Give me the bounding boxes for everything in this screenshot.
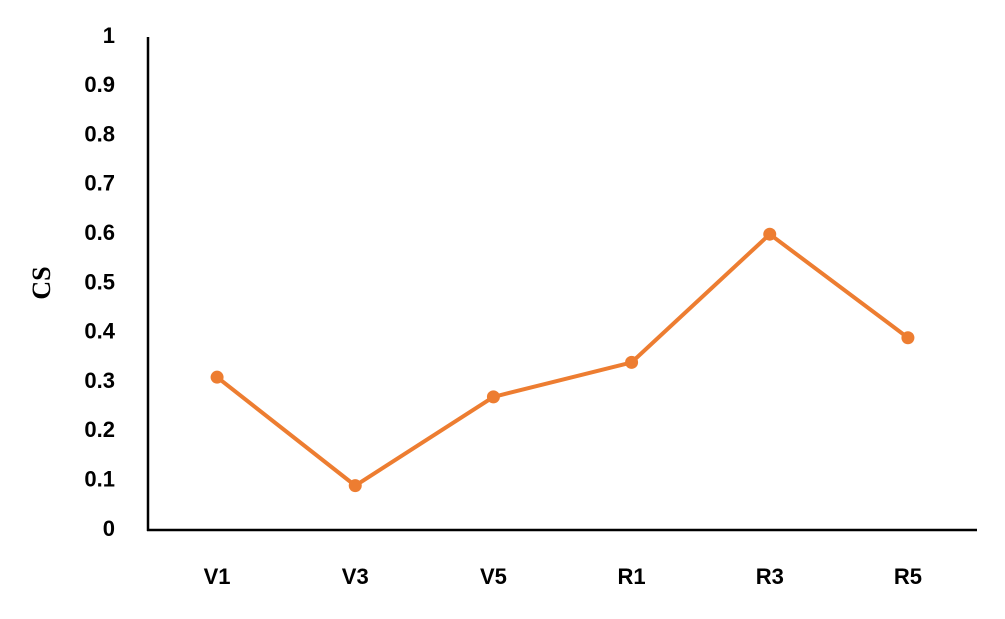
x-tick-label: V3 [342,564,369,589]
x-tick-label: R3 [756,564,784,589]
marker [348,479,362,493]
x-tick-label: V1 [204,564,231,589]
y-tick-label: 0.8 [84,121,115,146]
marker [763,227,777,241]
line [215,232,910,488]
y-tick-label: 0.7 [84,171,115,196]
y-tick-label: 0.1 [84,467,115,492]
marker [486,390,500,404]
y-tick-label: 0.6 [84,220,115,245]
y-tick-label: 0 [103,516,115,541]
marker [901,331,915,345]
y-tick-label: 0.2 [84,417,115,442]
x-tick-label: R5 [894,564,922,589]
y-tick-label: 0.9 [84,72,115,97]
y-tick-label: 0.3 [84,368,115,393]
y-tick-label: 0.4 [84,319,115,344]
marker [625,355,639,369]
x-tick-label: R1 [618,564,646,589]
y-tick-label: 1 [103,23,115,48]
y-axis-label: CS [27,266,56,299]
x-tick-label: V5 [480,564,507,589]
marker [210,370,224,384]
y-tick-label: 0.5 [84,269,115,294]
